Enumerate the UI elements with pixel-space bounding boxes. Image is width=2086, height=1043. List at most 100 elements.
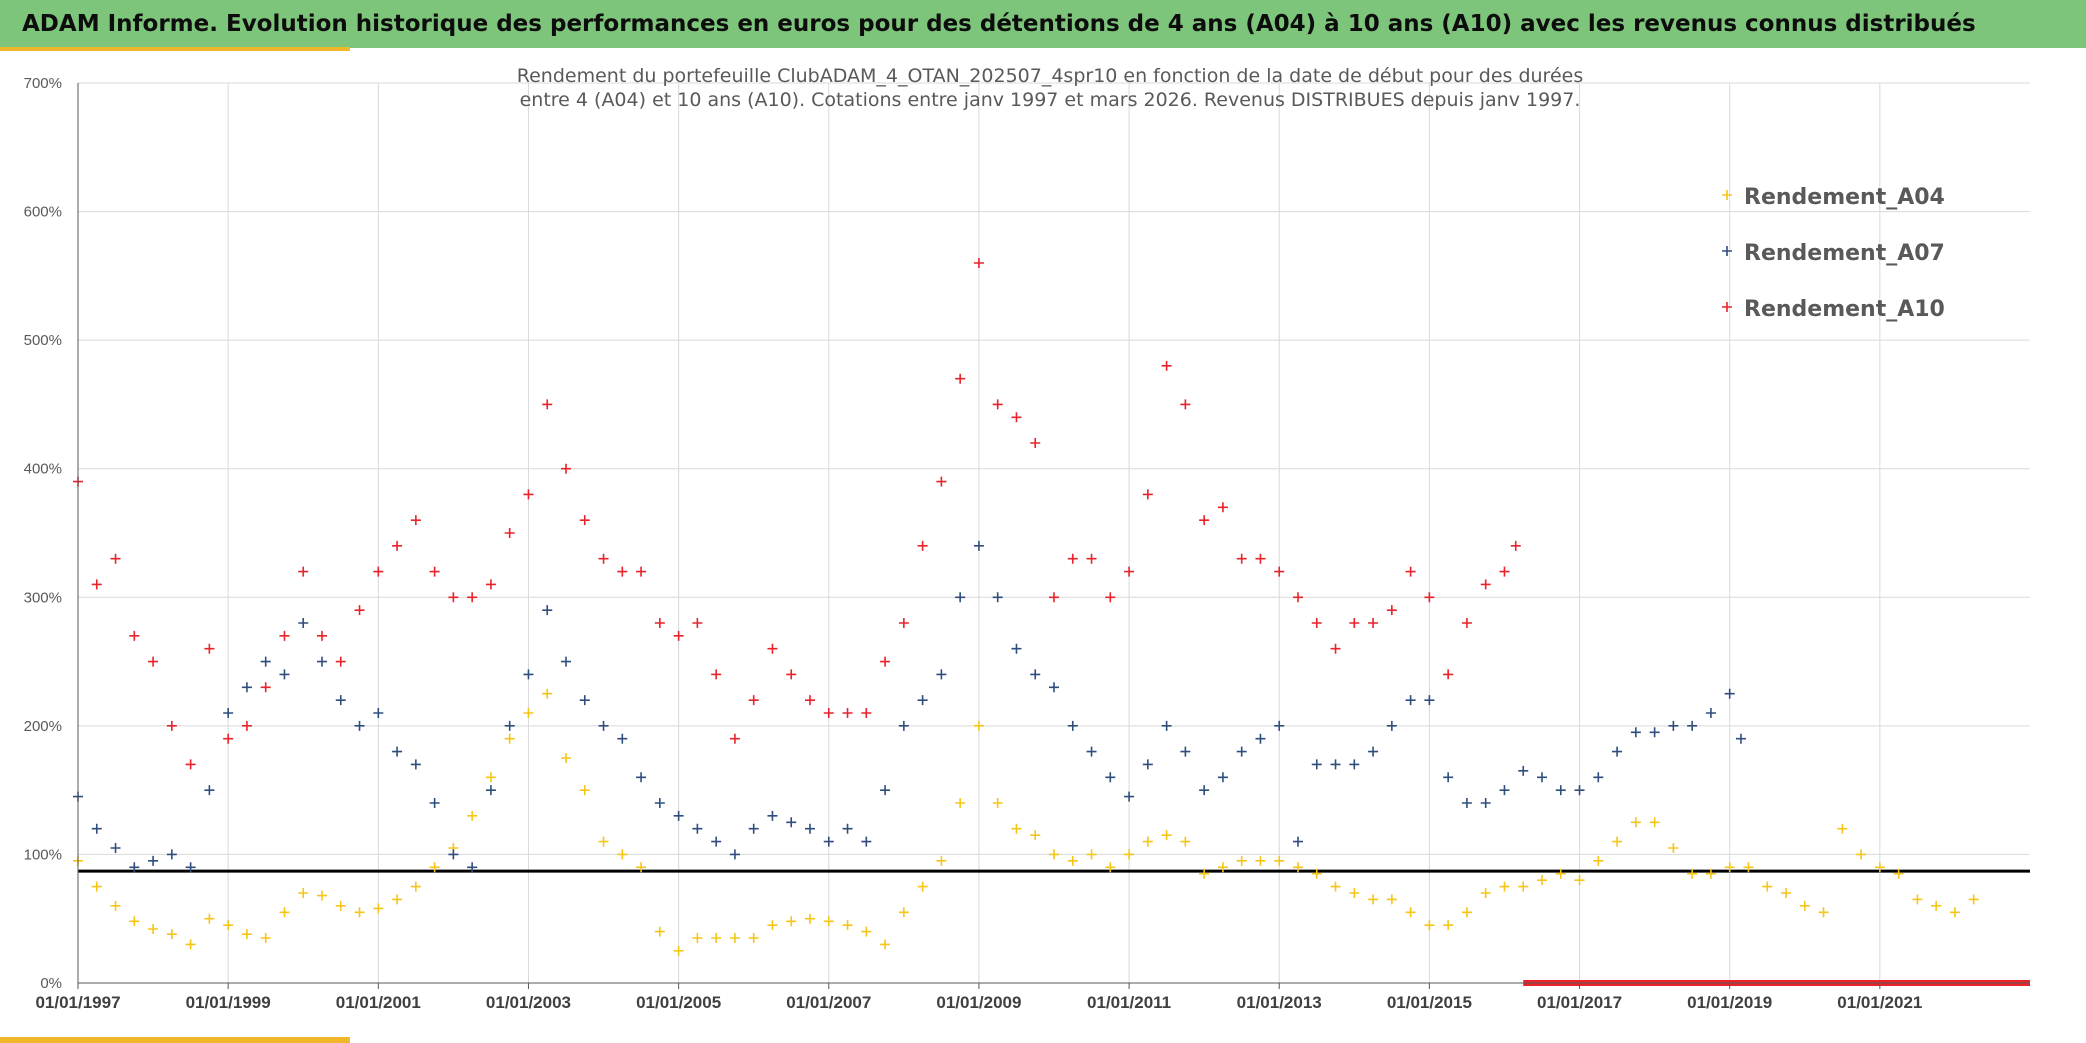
data-point (1724, 688, 1735, 699)
x-tick-label: 01/01/2003 (486, 993, 571, 1012)
data-point (1443, 920, 1454, 931)
data-point (110, 553, 121, 564)
data-point (392, 894, 403, 905)
data-point (1687, 868, 1698, 879)
axes-group: 0% 100% 200% 300% 400% 500% 600% 700% 01/01/1997… (24, 75, 2030, 1012)
data-point (1067, 720, 1078, 731)
data-point (542, 399, 553, 410)
data-point (467, 810, 478, 821)
data-point (1124, 791, 1135, 802)
x-tick-label: 01/01/2007 (786, 993, 871, 1012)
data-point (241, 682, 252, 693)
data-point (504, 720, 515, 731)
data-point (485, 772, 496, 783)
data-point (223, 733, 234, 744)
data-point (880, 656, 891, 667)
data-point (129, 916, 140, 927)
data-point (1386, 720, 1397, 731)
data-point (1510, 540, 1521, 551)
data-point (298, 888, 309, 898)
data-point (805, 913, 815, 924)
data-point (955, 798, 966, 808)
x-tick-label: 01/01/2009 (936, 993, 1021, 1012)
data-point (1217, 502, 1228, 513)
data-point (1086, 553, 1097, 564)
data-point (1612, 836, 1623, 847)
data-point (448, 592, 459, 603)
data-point (579, 785, 590, 796)
x-tick-label: 01/01/2019 (1687, 993, 1772, 1012)
data-point (129, 862, 140, 873)
data-point (861, 926, 872, 937)
data-point (598, 553, 609, 564)
data-point (148, 924, 159, 934)
data-point (1255, 733, 1266, 744)
data-point (598, 836, 609, 847)
data-point (1799, 900, 1810, 911)
data-point (260, 682, 271, 693)
data-point (148, 656, 159, 667)
data-point (673, 630, 684, 641)
y-tick-label: 100% (24, 846, 62, 863)
data-point (1762, 881, 1773, 892)
data-point (992, 798, 1003, 808)
data-point (748, 933, 759, 943)
data-point (1311, 868, 1322, 879)
data-point (91, 823, 102, 834)
data-point (542, 605, 553, 616)
data-point (1630, 727, 1641, 738)
data-point (1874, 862, 1885, 873)
data-point (861, 708, 872, 718)
data-point (1067, 553, 1078, 564)
data-point (354, 605, 365, 616)
data-point (1011, 412, 1022, 423)
data-point (448, 849, 459, 860)
data-point (729, 733, 740, 744)
data-point (1443, 669, 1454, 680)
data-point (91, 881, 102, 892)
data-point (542, 688, 553, 699)
data-point (1555, 785, 1566, 796)
x-tick-label: 01/01/2015 (1387, 993, 1472, 1012)
data-point (805, 695, 815, 706)
data-point (279, 907, 290, 918)
data-point (842, 920, 853, 931)
data-point (354, 907, 365, 918)
legend-label: Rendement_A04 (1744, 185, 1945, 210)
data-point (335, 900, 346, 911)
data-point (1255, 855, 1266, 866)
data-point (1105, 862, 1116, 873)
data-point (654, 926, 665, 937)
data-point (467, 592, 478, 603)
data-point (1368, 746, 1379, 757)
data-point (429, 798, 440, 808)
data-point (1386, 605, 1397, 616)
data-point (654, 618, 665, 628)
data-point (917, 540, 928, 551)
legend-marker (1722, 302, 1732, 312)
chart-title-line-2: entre 4 (A04) et 10 ans (A10). Cotations… (520, 89, 1581, 111)
data-point (1687, 720, 1698, 731)
data-point (823, 836, 834, 847)
data-point (429, 862, 440, 873)
data-point (1161, 360, 1172, 371)
data-point (1293, 592, 1303, 603)
data-point (1593, 772, 1604, 783)
data-point (1236, 855, 1247, 866)
data-point (1424, 695, 1435, 706)
data-point (523, 708, 534, 718)
data-point (1330, 881, 1341, 892)
data-point (973, 540, 984, 551)
data-point (1105, 592, 1116, 603)
data-point (1274, 720, 1285, 731)
data-point (410, 759, 421, 770)
data-point (1349, 618, 1360, 628)
data-point (1555, 868, 1566, 879)
accent-bar-top (0, 47, 350, 51)
data-point (1837, 823, 1848, 834)
data-point (1142, 836, 1153, 847)
data-point (223, 920, 234, 931)
data-point (992, 592, 1003, 603)
data-point (1443, 772, 1454, 783)
data-point (1499, 881, 1510, 892)
